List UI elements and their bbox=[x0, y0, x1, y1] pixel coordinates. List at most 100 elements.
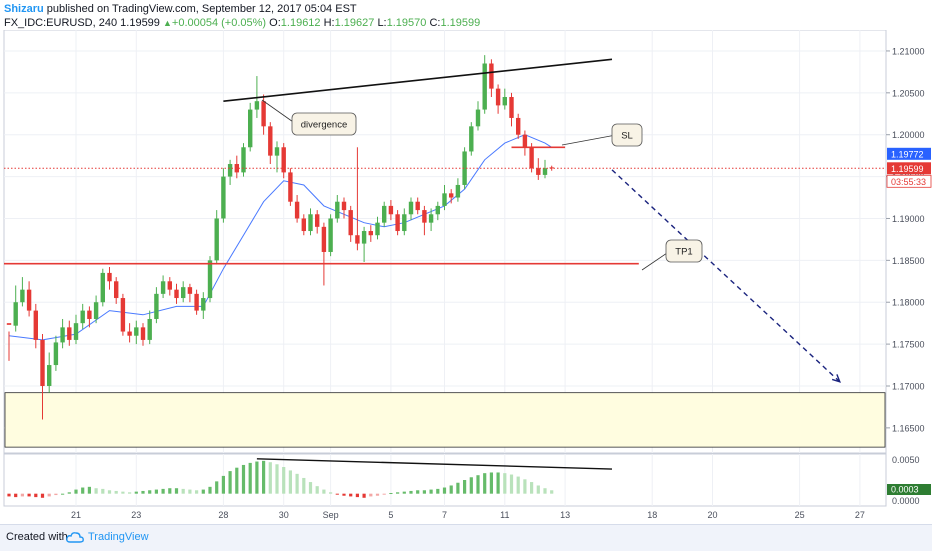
oscillator-bar bbox=[248, 462, 252, 494]
candle-body bbox=[107, 272, 112, 282]
oscillator-bar bbox=[174, 488, 179, 494]
oscillator-bar bbox=[463, 480, 467, 494]
oscillator-bar bbox=[543, 488, 547, 494]
candle-body bbox=[100, 272, 105, 303]
oscillator-bar bbox=[67, 492, 71, 494]
candle-body bbox=[455, 184, 461, 198]
divergence-callout: divergence bbox=[261, 99, 357, 136]
chart-grid bbox=[3, 30, 887, 507]
oscillator-divergence-line bbox=[256, 458, 613, 470]
oscillator-bar bbox=[14, 493, 18, 498]
candle-body bbox=[301, 218, 306, 232]
candle-body bbox=[120, 298, 126, 332]
oscillator-bar bbox=[34, 493, 38, 498]
oscillator-bar bbox=[255, 461, 259, 494]
candle-body bbox=[516, 117, 521, 135]
oscillator-bar bbox=[241, 464, 246, 494]
candle-body bbox=[549, 167, 554, 169]
candle-body bbox=[415, 201, 420, 211]
candle-body bbox=[509, 97, 514, 118]
oscillator-bar bbox=[429, 489, 433, 494]
time-tick-label: 25 bbox=[795, 510, 805, 520]
candle-body bbox=[174, 289, 179, 299]
candle-body bbox=[268, 126, 273, 156]
oscillator-bar bbox=[168, 488, 172, 494]
price-chart[interactable]: divergence SL TP1 1.21000 1.20500 1.20000 1.1… bbox=[0, 30, 932, 524]
oscillator-bar bbox=[94, 488, 98, 494]
candle-body bbox=[160, 281, 166, 294]
price-badge-bg bbox=[887, 147, 931, 160]
ohlc-legend: FX_IDC:EURUSD, 240 1.19599 ▲+0.00054 (+0… bbox=[4, 16, 924, 31]
price-tick-label: 1.18500 bbox=[892, 256, 925, 266]
oscillator-bar bbox=[295, 473, 299, 494]
price-tick-label: 1.20000 bbox=[892, 130, 925, 140]
callout-box bbox=[291, 112, 357, 136]
oscillator-bar bbox=[61, 493, 65, 495]
oscillator-bar bbox=[382, 493, 386, 495]
callout-pointer bbox=[261, 99, 297, 125]
time-tick-label: 27 bbox=[855, 510, 865, 520]
up-arrow-icon: ▲ bbox=[162, 18, 172, 28]
candle-body bbox=[328, 218, 333, 252]
divergence-trendline bbox=[223, 58, 613, 102]
oscillator-bar bbox=[362, 493, 366, 498]
candle-body bbox=[341, 201, 347, 211]
price-tick-label: 1.17000 bbox=[892, 381, 925, 391]
time-tick-label: Sep bbox=[323, 510, 339, 520]
candle-body bbox=[87, 310, 92, 319]
candle-body bbox=[73, 323, 79, 340]
candle-body bbox=[140, 327, 146, 340]
candle-body bbox=[428, 214, 434, 223]
candle-body bbox=[40, 339, 45, 386]
oscillator-bar bbox=[483, 473, 487, 494]
high-label: H: bbox=[323, 17, 335, 29]
oscillator-bar bbox=[308, 482, 313, 494]
candle-body bbox=[181, 287, 186, 299]
created-with-text: Created with bbox=[6, 531, 68, 543]
oscillator-bar bbox=[54, 493, 58, 496]
price-axis[interactable]: 1.210001.205001.200001.195001.190001.185… bbox=[886, 46, 932, 506]
candle-body bbox=[294, 201, 300, 219]
price-tick-label: 1.21000 bbox=[892, 46, 925, 56]
oscillator-bar bbox=[81, 487, 85, 494]
callout-pointer bbox=[561, 134, 617, 146]
oscillator-bar bbox=[20, 493, 24, 497]
candle-body bbox=[248, 109, 253, 148]
osc-zero-label: 0.0000 bbox=[892, 496, 920, 506]
oscillator-bar bbox=[148, 490, 152, 494]
time-tick-label: 13 bbox=[560, 510, 570, 520]
price-tick-label: 1.20500 bbox=[892, 88, 925, 98]
oscillator-bar bbox=[141, 490, 145, 494]
chart-header: Shizaru published on TradingView.com, Se… bbox=[4, 2, 924, 32]
candle-body bbox=[187, 287, 193, 294]
projection-arrow-head bbox=[831, 374, 841, 383]
candle-body bbox=[382, 205, 387, 223]
candle-body bbox=[495, 88, 501, 106]
tradingview-link[interactable]: TradingView bbox=[88, 531, 149, 543]
price-badge-bg bbox=[887, 162, 931, 175]
candle-body bbox=[462, 151, 467, 185]
oscillator-bar bbox=[389, 493, 393, 494]
oscillator-bar bbox=[288, 470, 292, 494]
time-axis[interactable]: 21 23 28 30 Sep 5 7 11 13 18 20 25 27 bbox=[71, 510, 865, 520]
price-change: +0.00054 (+0.05%) bbox=[171, 17, 267, 29]
osc-badge-bg bbox=[887, 484, 931, 495]
candle-body bbox=[469, 126, 474, 152]
oscillator-bar bbox=[161, 488, 165, 494]
oscillator-bar bbox=[228, 471, 232, 494]
support-zone-rect bbox=[4, 392, 886, 448]
published-text: published on TradingView.com, September … bbox=[46, 3, 357, 15]
oscillator-bar bbox=[335, 493, 339, 495]
callout-text: SL bbox=[621, 131, 633, 142]
oscillator-bar bbox=[188, 489, 192, 494]
oscillator-bar bbox=[128, 492, 132, 494]
candle-body bbox=[536, 168, 541, 175]
oscillator-bar bbox=[550, 490, 554, 494]
oscillator-bar bbox=[282, 467, 286, 494]
tp1-callout: TP1 bbox=[641, 239, 703, 271]
author-name[interactable]: Shizaru bbox=[4, 3, 44, 15]
candle-body bbox=[13, 302, 18, 326]
candle-body bbox=[435, 205, 440, 215]
time-tick-label: 11 bbox=[500, 510, 509, 520]
oscillator-bar bbox=[107, 490, 112, 494]
